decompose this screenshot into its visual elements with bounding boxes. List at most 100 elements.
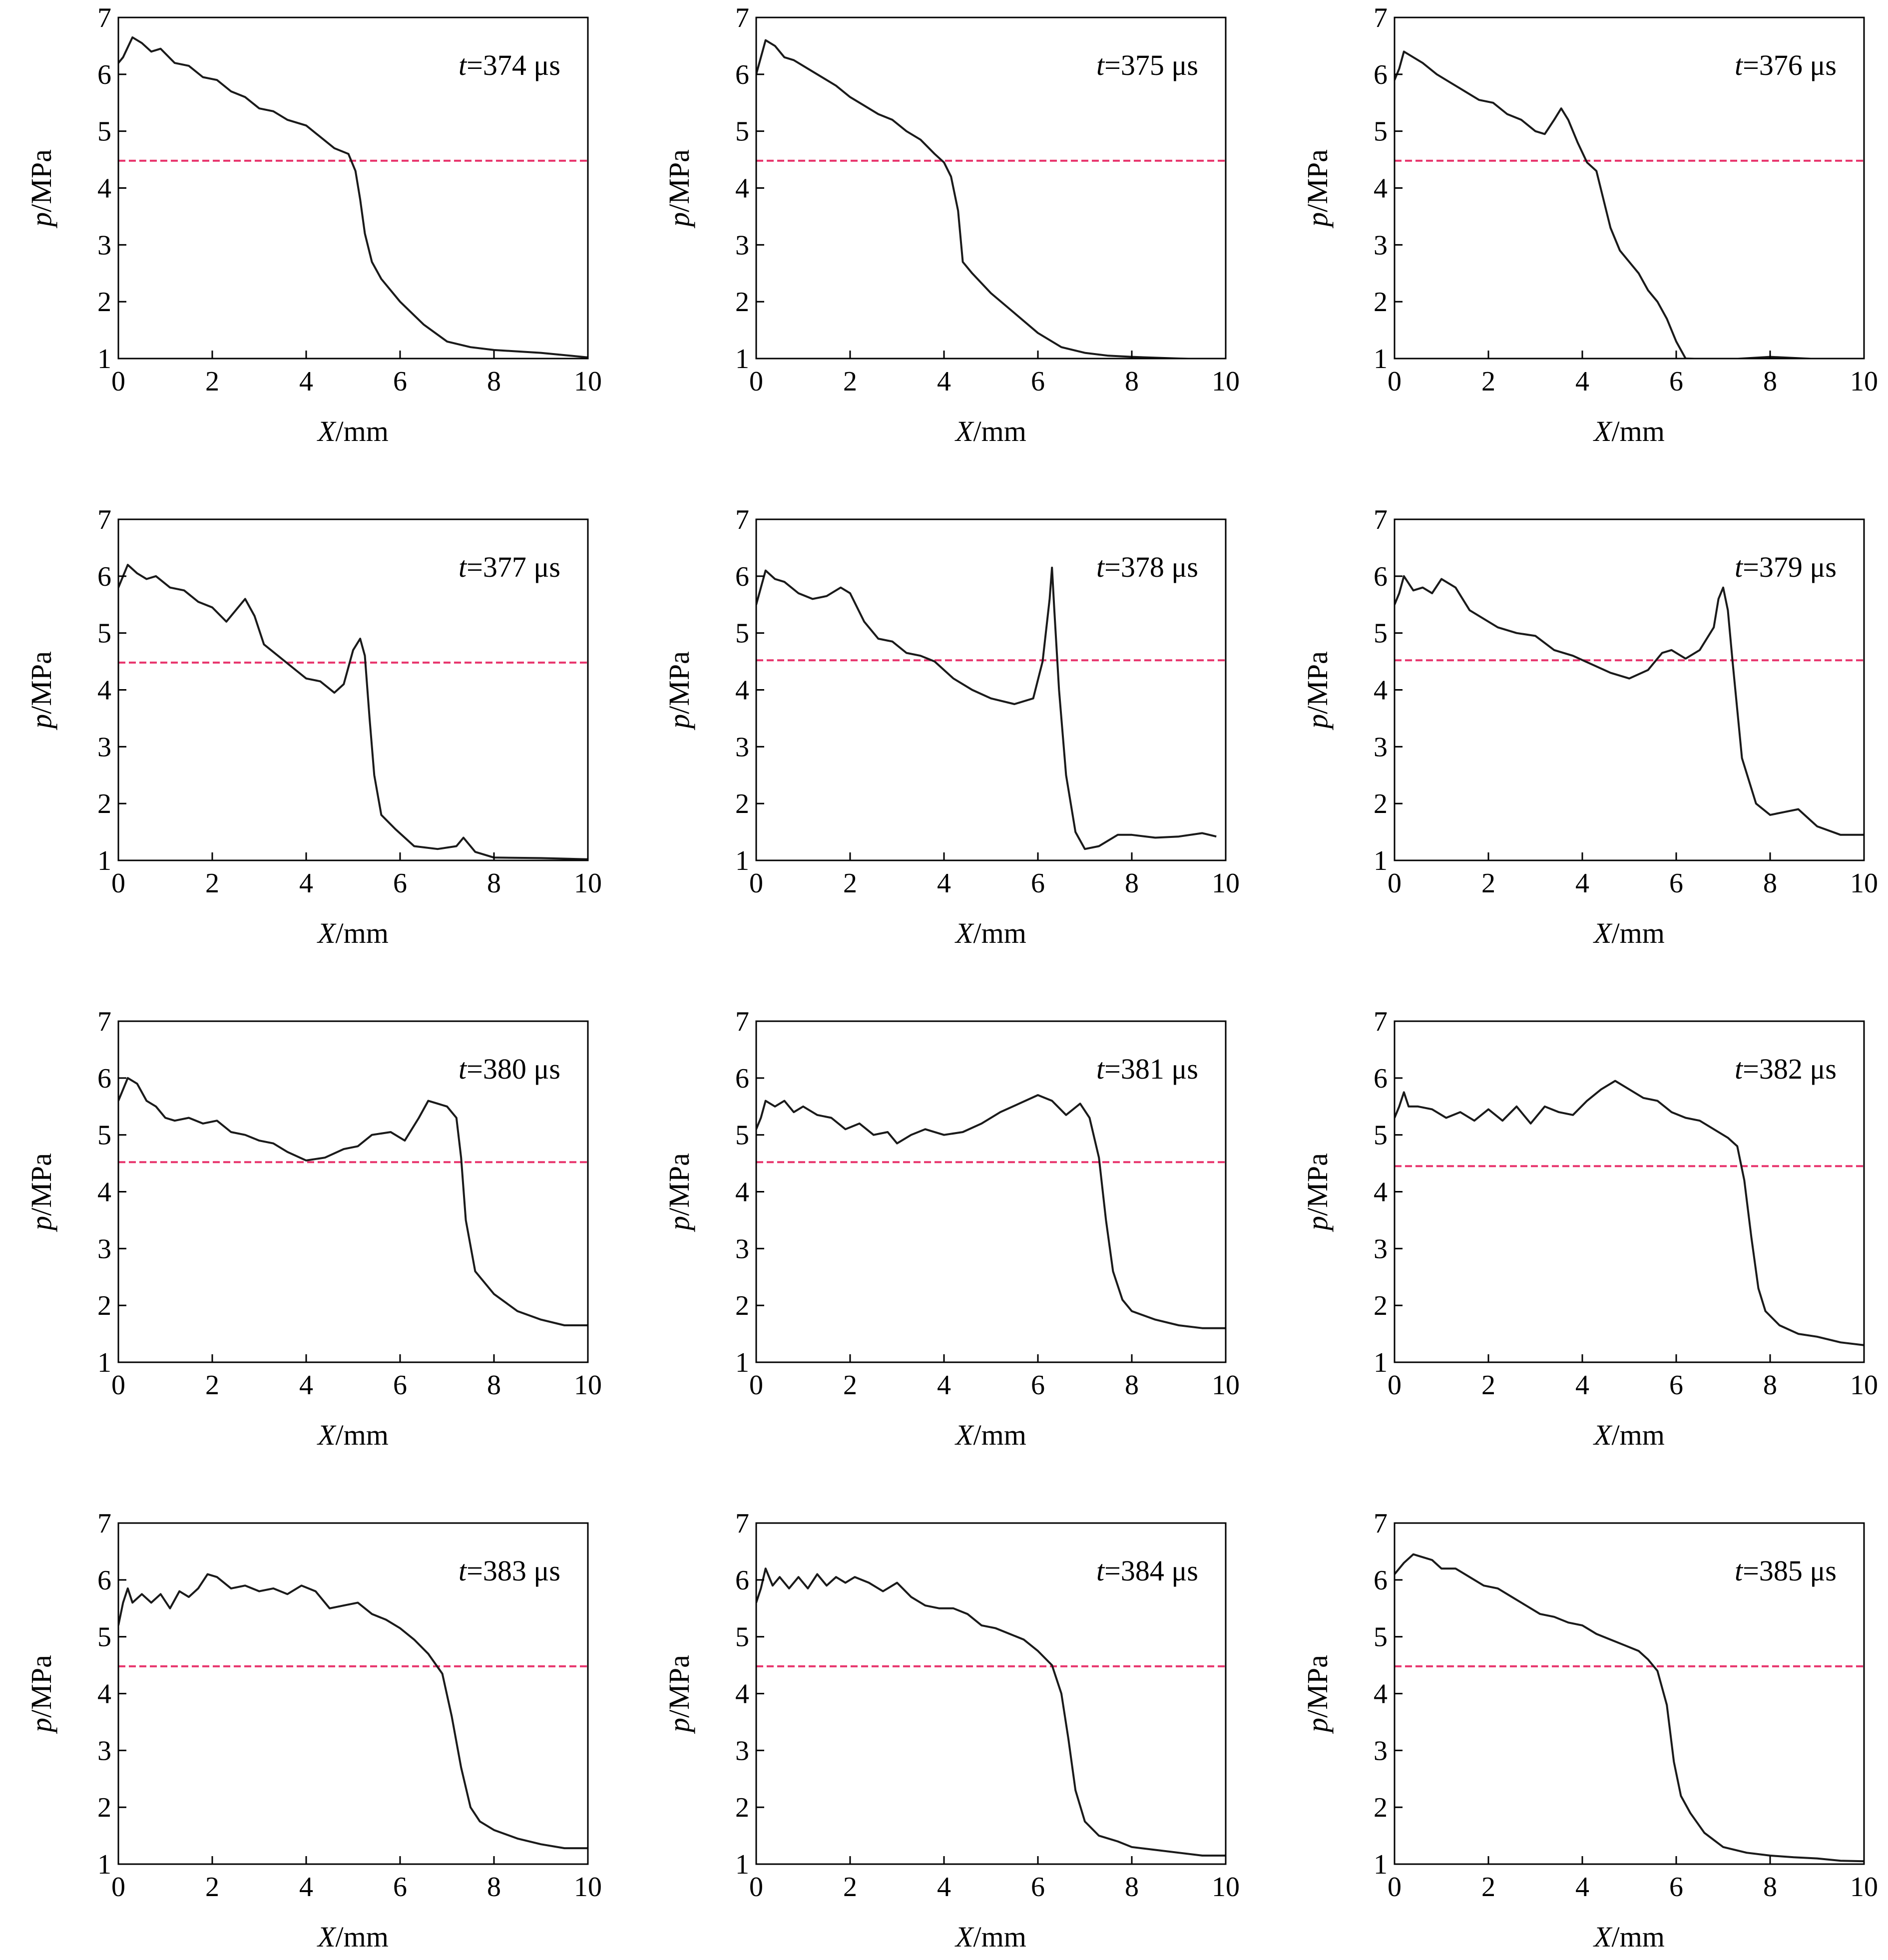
y-tick-label: 4 xyxy=(735,675,749,706)
x-tick-label: 4 xyxy=(299,1370,313,1401)
y-tick-label: 7 xyxy=(1374,1006,1388,1037)
data-series-line xyxy=(1395,575,1864,836)
x-tick-label: 10 xyxy=(574,1370,602,1401)
x-tick-label: 6 xyxy=(393,1872,407,1903)
time-value: =384 xyxy=(1104,1555,1171,1587)
y-axis-label: p/MPa xyxy=(25,651,57,731)
y-axis-unit: /MPa xyxy=(663,1655,695,1718)
y-tick-label: 2 xyxy=(1374,788,1388,819)
x-tick-label: 8 xyxy=(1763,1370,1777,1401)
y-axis-label: p/MPa xyxy=(1301,651,1334,731)
y-tick-label: 4 xyxy=(1374,173,1388,204)
time-variable: t xyxy=(1096,551,1105,583)
x-tick-label: 4 xyxy=(299,366,313,397)
time-unit: μs xyxy=(533,1053,560,1085)
y-tick-label: 6 xyxy=(1374,561,1388,592)
x-tick-label: 8 xyxy=(487,868,501,899)
time-value: =374 xyxy=(467,49,533,81)
y-tick-label: 4 xyxy=(97,1679,111,1710)
x-tick-label: 0 xyxy=(1388,1872,1402,1903)
x-axis-label: X/mm xyxy=(1593,917,1665,949)
x-axis-variable: X xyxy=(954,917,974,949)
data-series-line xyxy=(118,564,588,860)
y-tick-label: 6 xyxy=(97,1565,111,1596)
x-tick-label: 2 xyxy=(843,366,857,397)
y-axis-variable: p xyxy=(25,714,57,731)
x-axis-variable: X xyxy=(317,1419,337,1451)
x-tick-label: 2 xyxy=(843,868,857,899)
data-series-line xyxy=(118,1573,588,1850)
y-tick-label: 3 xyxy=(735,230,749,261)
x-axis-unit: /mm xyxy=(973,1921,1026,1953)
x-tick-label: 0 xyxy=(749,868,763,899)
data-series-line xyxy=(1395,1080,1864,1346)
x-axis-variable: X xyxy=(1593,1419,1613,1451)
y-tick-label: 5 xyxy=(735,618,749,649)
x-tick-label: 8 xyxy=(487,1872,501,1903)
y-tick-label: 2 xyxy=(1374,1792,1388,1823)
x-tick-label: 8 xyxy=(1763,1872,1777,1903)
x-tick-label: 4 xyxy=(1575,868,1589,899)
y-axis-variable: p xyxy=(1301,714,1334,731)
data-series-line xyxy=(756,39,1220,359)
y-tick-label: 2 xyxy=(735,788,749,819)
x-tick-label: 4 xyxy=(1575,366,1589,397)
x-axis-label: X/mm xyxy=(317,1419,389,1451)
time-value: =382 xyxy=(1743,1053,1810,1085)
x-axis-variable: X xyxy=(1593,415,1613,447)
time-variable: t xyxy=(459,551,468,583)
y-tick-label: 4 xyxy=(735,1679,749,1710)
x-tick-label: 10 xyxy=(1212,1370,1240,1401)
x-tick-label: 2 xyxy=(1481,1872,1495,1903)
y-tick-label: 1 xyxy=(735,845,749,876)
time-unit: μs xyxy=(1810,1053,1837,1085)
x-axis-variable: X xyxy=(954,1921,974,1953)
y-tick-label: 3 xyxy=(735,1233,749,1264)
x-tick-label: 2 xyxy=(205,868,219,899)
y-axis-label: p/MPa xyxy=(663,149,695,229)
x-tick-label: 2 xyxy=(205,1370,219,1401)
y-tick-label: 5 xyxy=(735,1120,749,1151)
x-axis-variable: X xyxy=(954,415,974,447)
y-tick-label: 3 xyxy=(1374,230,1388,261)
y-axis-unit: /MPa xyxy=(25,1153,57,1216)
x-axis-unit: /mm xyxy=(1612,1921,1665,1953)
x-tick-label: 0 xyxy=(111,1872,125,1903)
x-tick-label: 4 xyxy=(1575,1370,1589,1401)
time-unit: μs xyxy=(1171,1555,1198,1587)
y-tick-label: 6 xyxy=(97,561,111,592)
time-annotation: t=381 μs xyxy=(1096,1053,1198,1085)
y-tick-label: 4 xyxy=(1374,675,1388,706)
x-axis-unit: /mm xyxy=(336,1921,389,1953)
time-annotation: t=374 μs xyxy=(459,49,560,81)
y-tick-label: 1 xyxy=(1374,344,1388,375)
y-axis-unit: /MPa xyxy=(663,1153,695,1216)
x-tick-label: 4 xyxy=(1575,1872,1589,1903)
x-axis-label: X/mm xyxy=(317,415,389,447)
y-axis-label: p/MPa xyxy=(663,651,695,731)
x-axis-variable: X xyxy=(317,415,337,447)
y-tick-label: 7 xyxy=(97,504,111,535)
x-axis-label: X/mm xyxy=(954,1419,1026,1451)
x-tick-label: 0 xyxy=(1388,366,1402,397)
x-tick-label: 4 xyxy=(937,868,951,899)
x-axis-variable: X xyxy=(1593,1921,1613,1953)
y-tick-label: 1 xyxy=(1374,1849,1388,1880)
y-tick-label: 4 xyxy=(97,675,111,706)
x-tick-label: 6 xyxy=(393,366,407,397)
y-tick-label: 3 xyxy=(97,1735,111,1766)
time-unit: μs xyxy=(533,49,560,81)
y-tick-label: 6 xyxy=(735,1565,749,1596)
y-axis-variable: p xyxy=(1301,1216,1334,1232)
y-axis-unit: /MPa xyxy=(25,149,57,212)
y-tick-label: 2 xyxy=(97,1792,111,1823)
data-series-line xyxy=(1395,50,1853,359)
y-tick-label: 6 xyxy=(1374,1565,1388,1596)
y-tick-label: 1 xyxy=(97,1849,111,1880)
